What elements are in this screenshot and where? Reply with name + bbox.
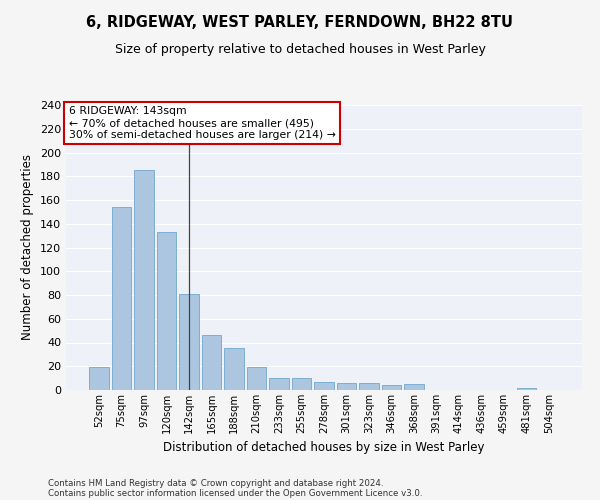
Bar: [134, 170, 154, 390]
Bar: [517, 388, 536, 390]
Bar: [359, 383, 379, 390]
Bar: [382, 385, 401, 390]
Text: 6, RIDGEWAY, WEST PARLEY, FERNDOWN, BH22 8TU: 6, RIDGEWAY, WEST PARLEY, FERNDOWN, BH22…: [86, 15, 514, 30]
Bar: [224, 348, 244, 390]
Text: Contains public sector information licensed under the Open Government Licence v3: Contains public sector information licen…: [48, 488, 422, 498]
Text: Size of property relative to detached houses in West Parley: Size of property relative to detached ho…: [115, 42, 485, 56]
Bar: [89, 368, 109, 390]
Y-axis label: Number of detached properties: Number of detached properties: [22, 154, 34, 340]
Bar: [314, 382, 334, 390]
Bar: [292, 378, 311, 390]
Bar: [337, 383, 356, 390]
Text: Contains HM Land Registry data © Crown copyright and database right 2024.: Contains HM Land Registry data © Crown c…: [48, 478, 383, 488]
Bar: [112, 207, 131, 390]
Bar: [157, 232, 176, 390]
Bar: [404, 384, 424, 390]
Bar: [202, 336, 221, 390]
Bar: [247, 368, 266, 390]
Bar: [269, 378, 289, 390]
Text: 6 RIDGEWAY: 143sqm
← 70% of detached houses are smaller (495)
30% of semi-detach: 6 RIDGEWAY: 143sqm ← 70% of detached hou…: [68, 106, 335, 140]
Bar: [179, 294, 199, 390]
X-axis label: Distribution of detached houses by size in West Parley: Distribution of detached houses by size …: [163, 442, 485, 454]
